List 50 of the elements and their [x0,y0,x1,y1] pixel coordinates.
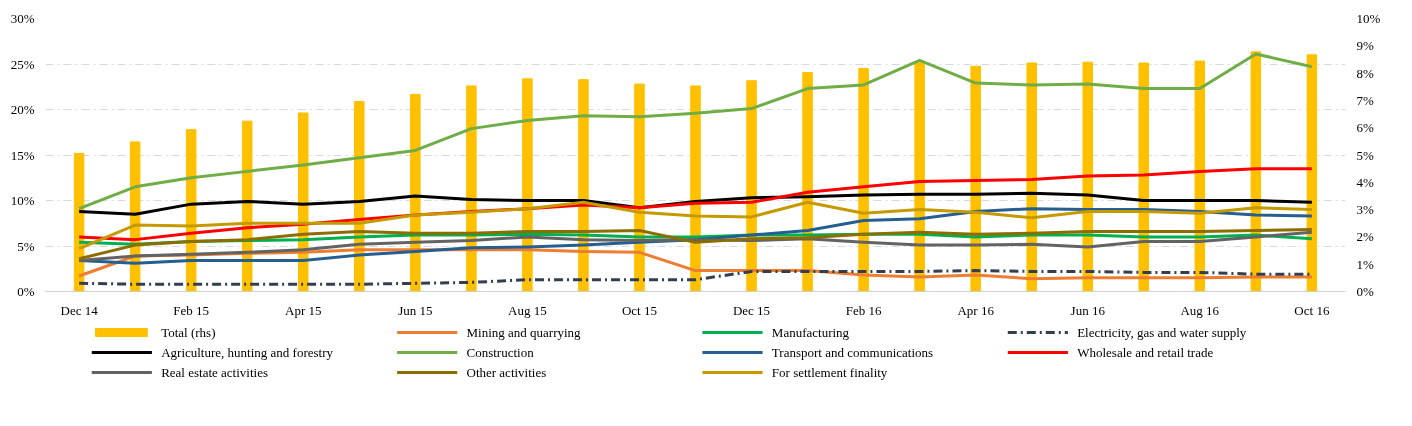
x-tick-label: Aug 16 [1180,302,1220,318]
y2-tick-label: 5% [1356,147,1374,163]
bar [1026,62,1037,292]
bar [73,152,85,292]
bar [746,80,757,292]
x-tick-label: Feb 16 [845,302,882,318]
legend-label: Agriculture, hunting and forestry [161,345,334,360]
x-tick-label: Dec 15 [732,302,771,318]
line-series [77,191,1314,216]
y2-tick-label: 2% [1356,229,1374,245]
y2-tick-label: 0% [1356,284,1374,299]
y2-tick-label: 6% [1356,120,1374,136]
x-tick-label: Jun 15 [398,302,433,318]
legend-label: Other activities [466,365,547,380]
y-tick-label: 5% [17,238,35,254]
x-tick-label: Jun 16 [1070,302,1106,318]
y-tick-label: 20% [10,102,35,117]
y-tick-label: 10% [10,193,35,208]
y2-tick-label: 9% [1356,38,1374,54]
legend-label: For settlement finality [771,365,888,380]
x-tick-label: Apr 15 [285,302,322,318]
line-series [77,52,1314,211]
bar [970,65,981,292]
legend-label: Electricity, gas and water supply [1077,325,1247,340]
x-tick-label: Oct 15 [621,302,657,318]
x-tick-label: Dec 14 [60,302,99,318]
legend-label: Wholesale and retail trade [1077,345,1214,360]
y2-tick-label: 8% [1356,65,1374,81]
y-tick-label: 15% [10,147,35,163]
legend-label: Construction [466,345,535,360]
x-tick-label: Aug 15 [508,302,547,318]
x-tick-label: Apr 16 [957,302,995,318]
legend-label: Manufacturing [771,325,850,340]
y-tick-label: 25% [10,56,35,72]
y2-tick-label: 10% [1356,11,1381,26]
bar [858,67,869,292]
y2-tick-label: 7% [1356,92,1374,108]
y2-tick-label: 1% [1356,256,1374,272]
legend-label: Transport and communications [771,345,934,360]
legend-label: Total (rhs) [161,325,216,340]
y2-tick-label: 4% [1356,174,1374,190]
legend-label: Mining and quarrying [466,325,582,340]
legend-label: Real estate activities [161,365,268,380]
y-tick-label: 0% [17,284,35,299]
x-tick-label: Feb 15 [173,302,210,318]
y-tick-label: 30% [10,11,35,26]
line-series [77,200,1314,251]
x-tick-label: Oct 16 [1294,302,1330,318]
bar [1306,54,1318,292]
y2-tick-label: 3% [1356,202,1374,218]
